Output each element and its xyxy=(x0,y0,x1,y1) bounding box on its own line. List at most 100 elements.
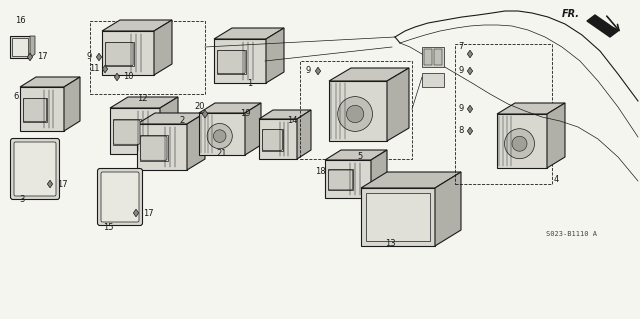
Polygon shape xyxy=(20,77,80,87)
Text: 17: 17 xyxy=(36,53,47,62)
Polygon shape xyxy=(467,50,473,58)
Polygon shape xyxy=(387,68,409,141)
Polygon shape xyxy=(28,53,33,61)
Bar xyxy=(424,49,432,65)
Bar xyxy=(325,160,371,198)
Text: FR.: FR. xyxy=(562,9,580,19)
Text: 16: 16 xyxy=(15,17,26,26)
Text: 21: 21 xyxy=(217,150,227,159)
Polygon shape xyxy=(187,113,205,170)
Polygon shape xyxy=(435,172,461,246)
Bar xyxy=(497,114,547,168)
Polygon shape xyxy=(467,127,473,135)
Bar xyxy=(262,129,283,151)
Circle shape xyxy=(213,130,226,142)
Polygon shape xyxy=(102,20,172,31)
Polygon shape xyxy=(30,36,35,58)
Text: 13: 13 xyxy=(385,240,396,249)
Bar xyxy=(434,49,442,65)
Circle shape xyxy=(338,97,372,131)
FancyBboxPatch shape xyxy=(24,99,47,122)
Polygon shape xyxy=(467,67,473,75)
Bar xyxy=(300,61,412,159)
Text: 9: 9 xyxy=(458,66,463,76)
Bar xyxy=(110,108,160,154)
FancyBboxPatch shape xyxy=(218,50,245,74)
Polygon shape xyxy=(547,103,565,168)
Text: 14: 14 xyxy=(287,116,297,125)
Bar xyxy=(328,169,353,190)
Text: S023-B1110 A: S023-B1110 A xyxy=(547,231,598,237)
Text: 7: 7 xyxy=(458,42,464,51)
FancyBboxPatch shape xyxy=(328,170,353,190)
Bar xyxy=(12,38,28,56)
Circle shape xyxy=(504,129,534,159)
Bar xyxy=(20,87,64,131)
Text: 11: 11 xyxy=(89,64,99,73)
Bar xyxy=(10,36,30,58)
Polygon shape xyxy=(137,113,205,124)
Text: 4: 4 xyxy=(554,174,559,183)
FancyBboxPatch shape xyxy=(14,142,56,196)
Polygon shape xyxy=(297,110,311,159)
Text: 9: 9 xyxy=(458,105,463,114)
Polygon shape xyxy=(325,150,387,160)
Polygon shape xyxy=(160,97,178,154)
Polygon shape xyxy=(64,77,80,131)
Bar xyxy=(361,188,435,246)
Bar xyxy=(137,124,187,170)
Circle shape xyxy=(346,105,364,123)
Text: 2: 2 xyxy=(179,116,184,125)
Bar xyxy=(422,73,444,87)
Bar xyxy=(23,98,47,122)
Text: 5: 5 xyxy=(357,152,363,161)
Text: 15: 15 xyxy=(103,222,113,232)
Text: 3: 3 xyxy=(19,195,25,204)
Text: 1: 1 xyxy=(248,79,253,88)
Polygon shape xyxy=(102,65,108,73)
FancyBboxPatch shape xyxy=(106,42,133,66)
Circle shape xyxy=(512,136,527,151)
FancyBboxPatch shape xyxy=(113,120,140,144)
Text: 20: 20 xyxy=(195,102,205,112)
Polygon shape xyxy=(97,53,102,61)
Bar xyxy=(140,136,168,161)
Polygon shape xyxy=(133,209,139,217)
Polygon shape xyxy=(115,73,120,81)
Bar xyxy=(199,113,245,155)
Bar xyxy=(217,50,246,74)
Polygon shape xyxy=(110,97,178,108)
Polygon shape xyxy=(587,15,618,37)
FancyBboxPatch shape xyxy=(262,130,282,151)
Text: 8: 8 xyxy=(458,127,464,136)
Polygon shape xyxy=(202,110,208,118)
Polygon shape xyxy=(371,150,387,198)
Polygon shape xyxy=(154,20,172,75)
Text: 17: 17 xyxy=(57,181,67,189)
Bar xyxy=(214,39,266,83)
Polygon shape xyxy=(467,105,473,113)
Text: 10: 10 xyxy=(123,72,133,81)
FancyBboxPatch shape xyxy=(101,172,139,222)
Polygon shape xyxy=(47,180,52,188)
Polygon shape xyxy=(361,172,461,188)
Text: 6: 6 xyxy=(13,93,19,101)
Bar xyxy=(329,81,387,141)
Bar xyxy=(113,120,141,145)
FancyBboxPatch shape xyxy=(97,168,143,226)
Text: 12: 12 xyxy=(137,94,147,103)
Polygon shape xyxy=(497,103,565,114)
Text: 19: 19 xyxy=(240,109,250,118)
Bar xyxy=(422,47,444,67)
Bar xyxy=(455,44,552,184)
Text: 9: 9 xyxy=(86,53,92,62)
Bar xyxy=(259,119,297,159)
FancyBboxPatch shape xyxy=(141,136,167,160)
Bar xyxy=(366,193,430,241)
FancyBboxPatch shape xyxy=(10,138,60,199)
Bar xyxy=(105,42,134,66)
Polygon shape xyxy=(199,103,261,113)
Text: 18: 18 xyxy=(315,167,325,176)
Bar xyxy=(102,31,154,75)
Text: 9: 9 xyxy=(305,66,310,76)
